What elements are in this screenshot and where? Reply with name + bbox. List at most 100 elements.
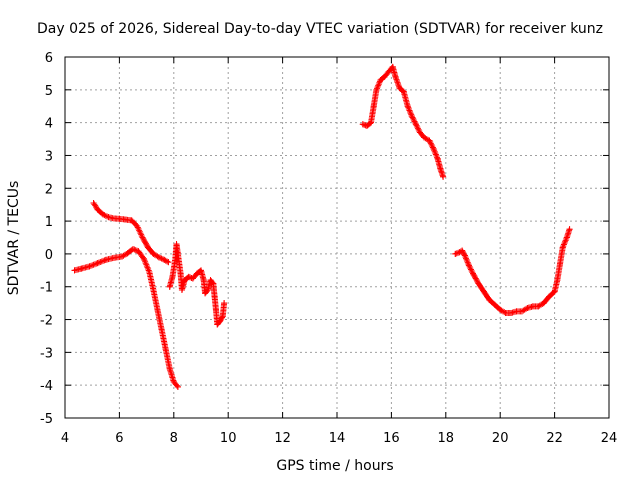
data-point bbox=[172, 257, 179, 264]
data-point bbox=[174, 250, 181, 257]
data-point bbox=[546, 293, 553, 300]
data-point bbox=[412, 121, 419, 128]
data-point bbox=[116, 215, 123, 222]
data-point bbox=[554, 277, 561, 284]
data-point bbox=[385, 68, 392, 75]
data-point bbox=[373, 86, 380, 93]
data-point bbox=[502, 309, 509, 316]
data-point bbox=[128, 217, 135, 224]
data-series bbox=[71, 63, 573, 390]
data-point bbox=[475, 280, 482, 287]
data-point bbox=[155, 254, 162, 261]
series-5 bbox=[452, 226, 573, 316]
data-point bbox=[185, 273, 192, 280]
series-4 bbox=[359, 63, 447, 180]
data-point bbox=[416, 129, 423, 136]
data-point bbox=[210, 280, 217, 287]
data-point bbox=[150, 250, 157, 257]
y-tick-label: -4 bbox=[40, 379, 53, 394]
x-tick-label: 20 bbox=[492, 431, 509, 446]
data-point bbox=[214, 321, 221, 328]
data-point bbox=[437, 165, 444, 172]
data-point bbox=[134, 223, 141, 230]
data-point bbox=[434, 155, 441, 162]
series-3 bbox=[166, 241, 228, 328]
data-point bbox=[200, 277, 207, 284]
data-point bbox=[181, 277, 188, 284]
y-tick-label: 0 bbox=[45, 248, 53, 263]
data-point bbox=[529, 303, 536, 310]
data-point bbox=[392, 73, 399, 80]
data-point bbox=[193, 270, 200, 277]
data-point bbox=[377, 76, 384, 83]
data-point bbox=[178, 287, 185, 294]
x-tick-label: 12 bbox=[274, 431, 291, 446]
data-point bbox=[497, 306, 504, 313]
data-point bbox=[71, 267, 78, 274]
data-point bbox=[94, 206, 101, 213]
data-point bbox=[470, 270, 476, 277]
data-point bbox=[166, 283, 173, 290]
data-point bbox=[465, 262, 472, 269]
y-tick-label: 6 bbox=[45, 51, 53, 66]
data-point bbox=[452, 250, 459, 257]
x-tick-label: 18 bbox=[438, 431, 455, 446]
data-point bbox=[563, 234, 570, 241]
data-point bbox=[119, 253, 126, 260]
data-point bbox=[211, 293, 218, 300]
series-markers bbox=[359, 63, 447, 180]
data-point bbox=[551, 288, 558, 295]
series-1 bbox=[71, 245, 181, 390]
data-point bbox=[221, 300, 228, 307]
y-tick-label: -3 bbox=[40, 346, 53, 361]
y-tick-label: 3 bbox=[45, 149, 53, 164]
data-point bbox=[139, 234, 146, 241]
series-markers bbox=[71, 245, 181, 390]
data-point bbox=[140, 255, 147, 262]
data-point bbox=[100, 211, 107, 218]
series-2 bbox=[90, 200, 172, 266]
x-tick-label: 16 bbox=[383, 431, 400, 446]
data-point bbox=[90, 200, 97, 207]
data-point bbox=[524, 305, 531, 312]
data-point bbox=[189, 275, 196, 282]
x-axis-label: GPS time / hours bbox=[276, 458, 393, 474]
data-point bbox=[94, 260, 101, 267]
data-point bbox=[150, 287, 157, 294]
data-point bbox=[426, 137, 433, 144]
data-point bbox=[219, 313, 226, 320]
x-tick-label: 24 bbox=[601, 431, 618, 446]
x-tick-label: 14 bbox=[329, 431, 346, 446]
data-point bbox=[363, 122, 370, 129]
data-point bbox=[110, 254, 117, 261]
data-point bbox=[486, 296, 493, 303]
y-axis-label: SDTVAR / TECUs bbox=[6, 181, 22, 296]
data-point bbox=[421, 134, 428, 141]
data-point bbox=[130, 245, 136, 252]
data-point bbox=[557, 260, 564, 267]
data-point bbox=[165, 259, 172, 266]
data-point bbox=[198, 267, 204, 274]
data-point bbox=[174, 383, 181, 390]
data-point bbox=[535, 303, 542, 310]
data-point bbox=[400, 88, 407, 95]
data-point bbox=[78, 265, 85, 272]
data-point bbox=[169, 273, 176, 280]
data-point bbox=[124, 250, 131, 257]
y-tick-label: 2 bbox=[45, 182, 53, 197]
data-point bbox=[389, 63, 396, 70]
data-point bbox=[513, 308, 520, 315]
data-point bbox=[202, 290, 209, 297]
data-point bbox=[158, 326, 165, 333]
data-point bbox=[154, 306, 161, 313]
data-point bbox=[408, 113, 415, 120]
data-point bbox=[162, 346, 169, 353]
data-point bbox=[559, 244, 566, 251]
data-point bbox=[217, 318, 224, 325]
data-point bbox=[368, 119, 374, 126]
data-point bbox=[177, 270, 184, 277]
data-point bbox=[370, 103, 377, 110]
data-point bbox=[170, 378, 177, 385]
x-tick-label: 10 bbox=[220, 431, 237, 446]
data-point bbox=[161, 256, 168, 263]
